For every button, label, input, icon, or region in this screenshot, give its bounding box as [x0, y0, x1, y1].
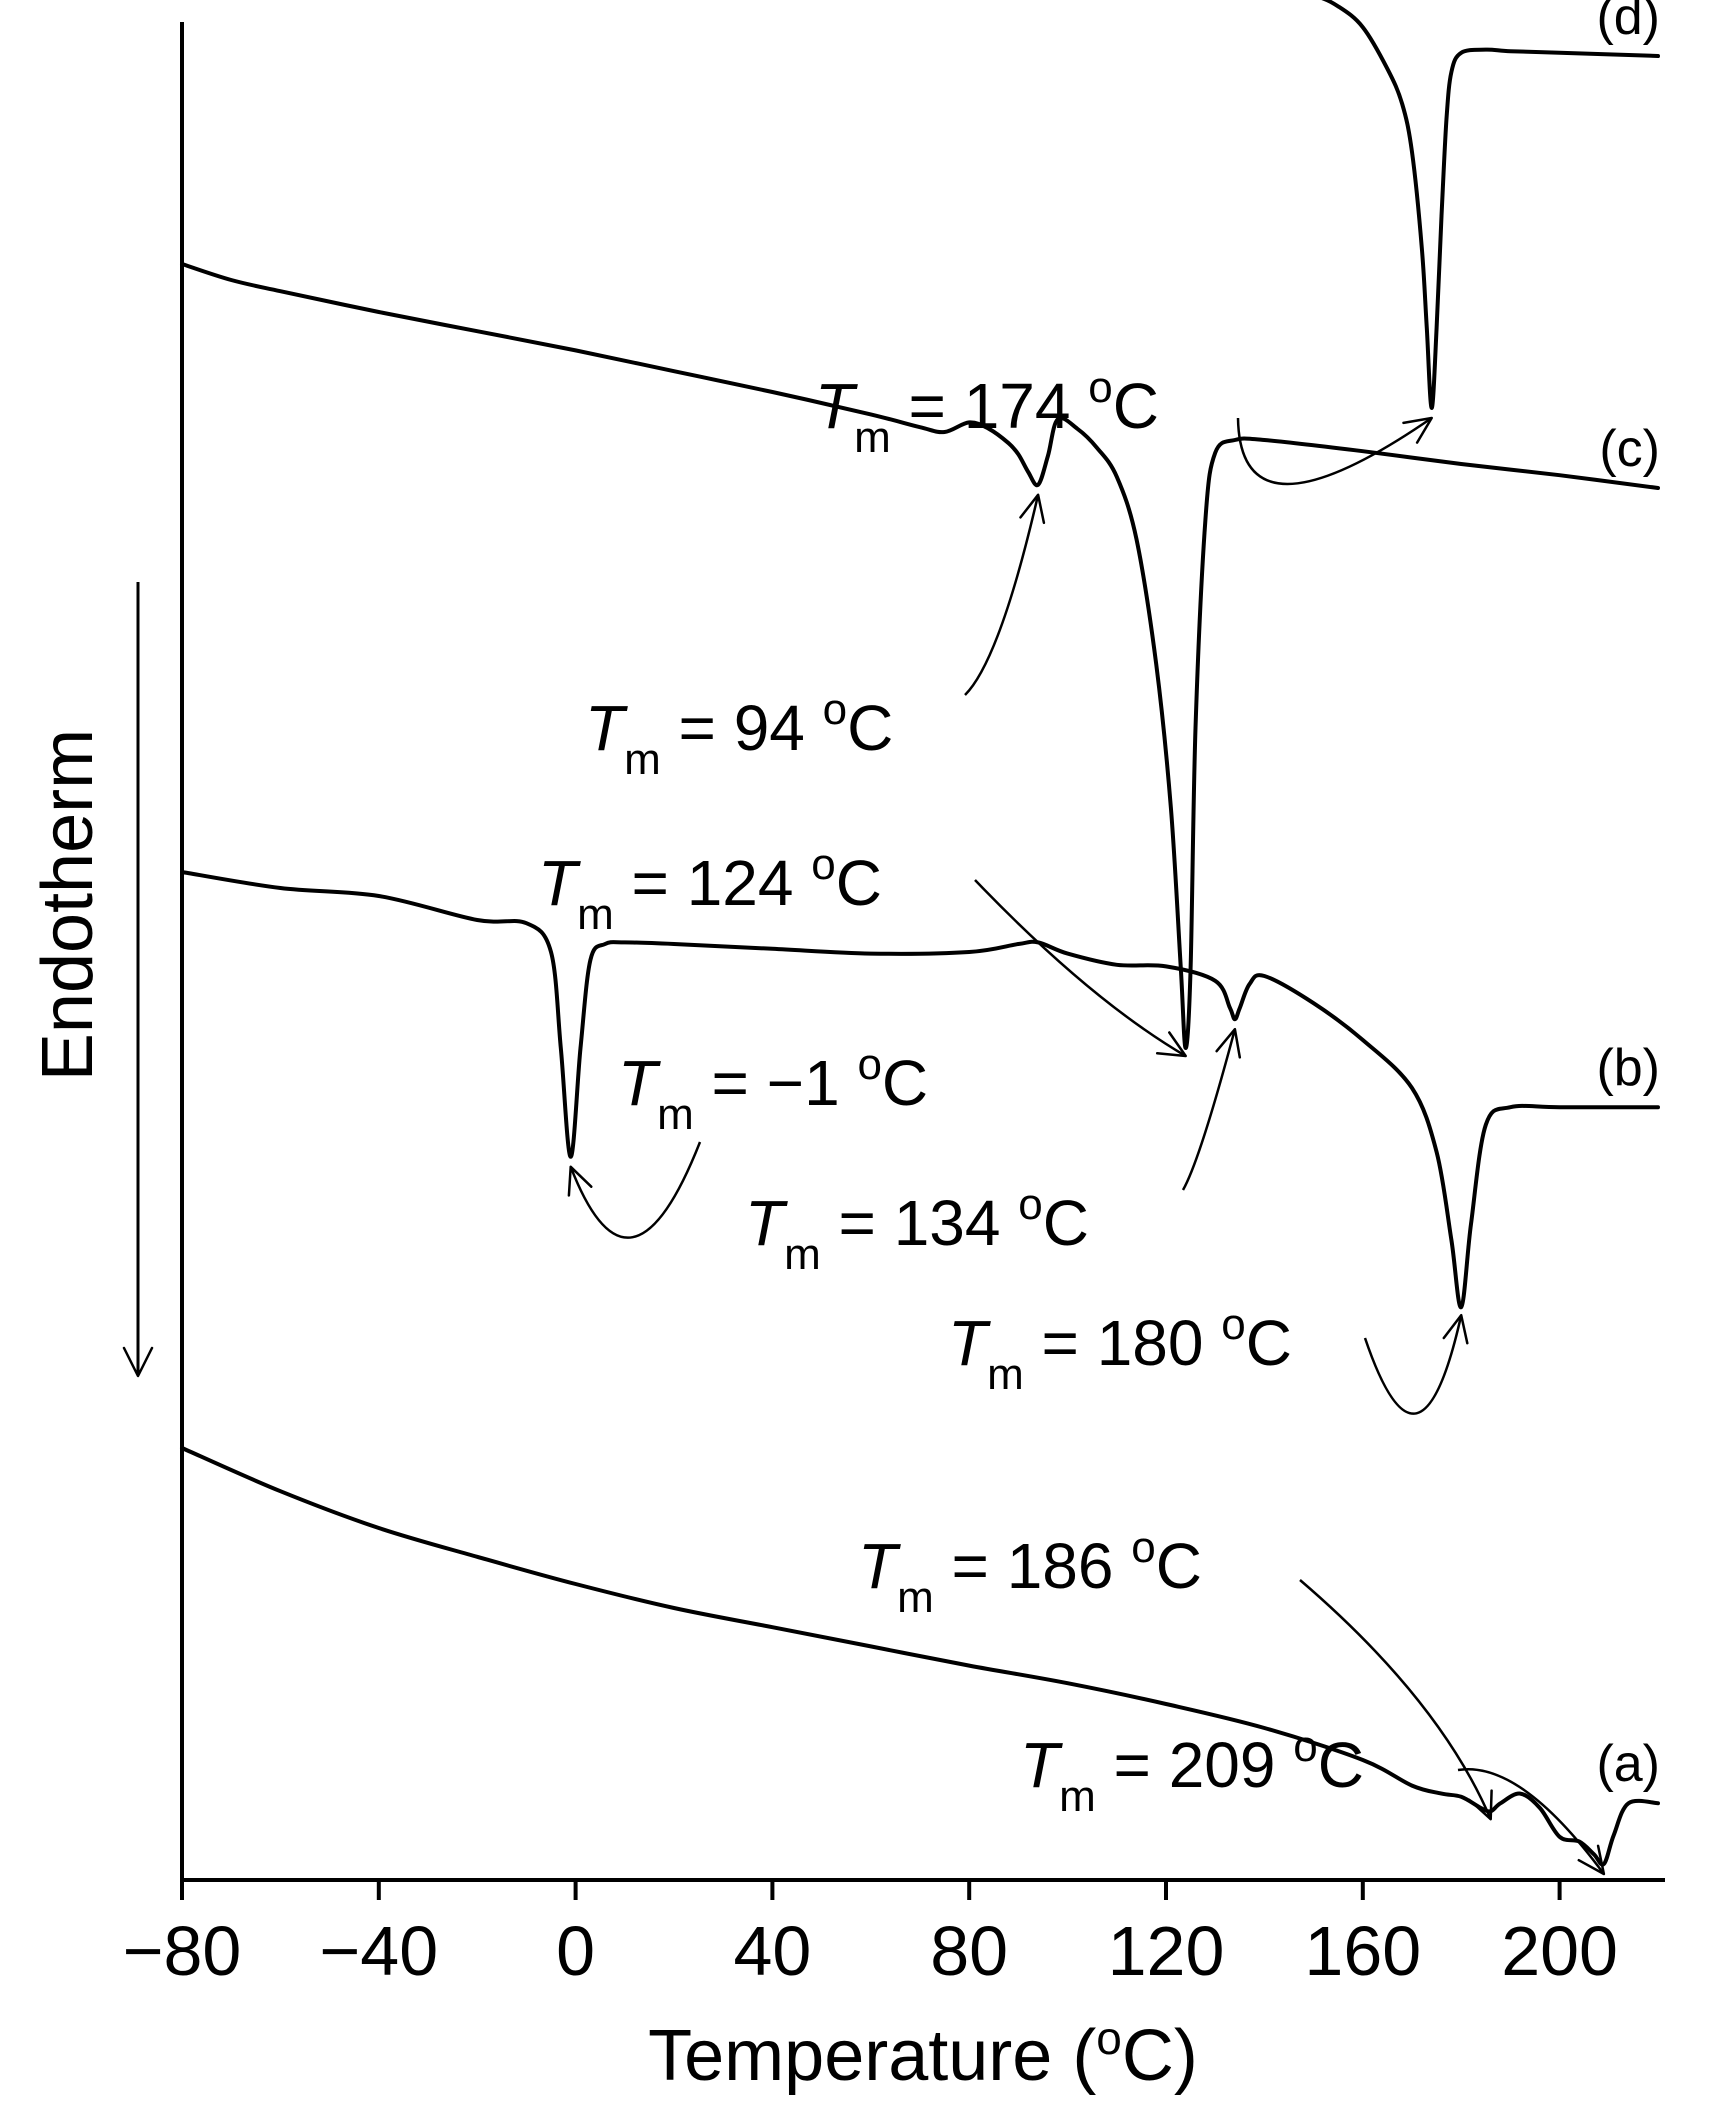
- x-tick-label: 0: [556, 1912, 595, 1990]
- leader-arrow: [1299, 1579, 1492, 1820]
- arrowhead: [567, 1165, 593, 1197]
- tm-annotation: Tm = 124 oC: [538, 840, 1187, 1058]
- series-curves: [180, 0, 1660, 1867]
- x-tick-label: −80: [123, 1912, 242, 1990]
- x-axis-title: Temperature (oC): [648, 2012, 1198, 2096]
- x-tick-label: 160: [1304, 1912, 1421, 1990]
- arrowhead: [1019, 493, 1046, 525]
- x-tick-label: 40: [733, 1912, 811, 1990]
- series-curve: [180, 1446, 1660, 1867]
- arrowhead: [1155, 1031, 1187, 1058]
- tm-annotation: Tm = −1 oC: [567, 1040, 928, 1239]
- series-curve: [1321, 0, 1660, 410]
- x-tick-label: 80: [930, 1912, 1008, 1990]
- tm-annotation-label: Tm = 94 oC: [585, 685, 893, 784]
- tm-annotation: Tm = 174 oC: [815, 363, 1433, 486]
- tm-annotation-label: Tm = 186 oC: [858, 1523, 1202, 1622]
- arrowhead: [1468, 1789, 1493, 1821]
- leader-arrow: [1363, 1314, 1463, 1415]
- arrowhead: [1442, 1313, 1469, 1345]
- arrowhead: [1215, 1027, 1242, 1059]
- series-curve: [180, 870, 1660, 1310]
- series-label: (d): [1596, 0, 1660, 46]
- tm-annotation: Tm = 94 oC: [585, 493, 1046, 784]
- series-label: (c): [1599, 420, 1660, 478]
- arrowhead: [1577, 1844, 1606, 1876]
- tm-annotation-label: Tm = −1 oC: [618, 1040, 928, 1139]
- tm-annotation-label: Tm = 174 oC: [815, 363, 1159, 462]
- annotations: Tm = 174 oC Tm = 94 oC Tm = 124 oC Tm = −1 …: [538, 363, 1606, 1876]
- leader-arrow: [1457, 1767, 1605, 1875]
- x-axis-tick-labels: −80 −40 0 40 80 120 160 200: [123, 1912, 1618, 1990]
- y-axis-title: Endotherm: [28, 729, 108, 1081]
- tm-annotation-label: Tm = 180 oC: [948, 1300, 1292, 1399]
- leader-arrow: [569, 1141, 702, 1239]
- x-tick-label: 120: [1108, 1912, 1225, 1990]
- series-curve: [180, 262, 1660, 1050]
- arrowhead: [1402, 416, 1433, 444]
- endotherm-arrow: [122, 582, 154, 1378]
- tm-annotation: Tm = 180 oC: [948, 1300, 1469, 1415]
- tm-annotation-label: Tm = 209 oC: [1020, 1722, 1364, 1821]
- leader-arrow: [1236, 416, 1433, 486]
- tm-annotation: Tm = 134 oC: [745, 1027, 1242, 1279]
- tm-annotation: Tm = 209 oC: [1020, 1722, 1606, 1876]
- x-tick-label: 200: [1501, 1912, 1618, 1990]
- series-labels: (a) (b) (c) (d): [1596, 0, 1660, 1793]
- x-axis-ticks: [180, 1880, 1562, 1900]
- series-label: (a): [1596, 1735, 1660, 1793]
- leader-arrow: [1181, 1028, 1237, 1191]
- tm-annotation-label: Tm = 124 oC: [538, 840, 882, 939]
- tm-annotation-label: Tm = 134 oC: [745, 1180, 1089, 1279]
- x-tick-label: −40: [319, 1912, 438, 1990]
- tm-annotation: Tm = 186 oC: [858, 1523, 1493, 1821]
- leader-arrow: [974, 879, 1187, 1058]
- series-label: (b): [1596, 1039, 1660, 1097]
- leader-arrow: [964, 494, 1040, 696]
